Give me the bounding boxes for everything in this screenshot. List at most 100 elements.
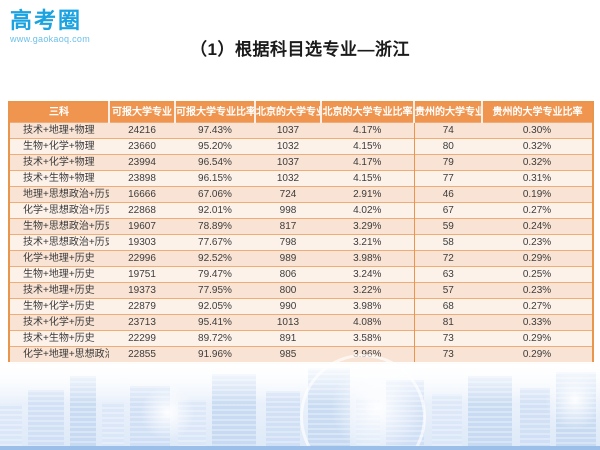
table-cell: 73 — [413, 346, 482, 363]
table-cell: 92.05% — [175, 298, 255, 315]
table-cell: 生物+地理+历史 — [9, 266, 109, 283]
table-cell: 19373 — [109, 282, 175, 299]
table-cell: 化学+地理+历史 — [9, 250, 109, 267]
table-row: 技术+化学+历史 23713 95.41% 1013 4.08% 81 0.33% — [9, 314, 593, 331]
table-cell: 技术+生物+物理 — [9, 170, 109, 187]
table-cell: 95.41% — [175, 314, 255, 331]
table-row: 化学+地理+思想政治 22855 91.96% 985 3.96% 73 0.29% — [9, 346, 593, 363]
table-cell: 77.67% — [175, 234, 255, 251]
table-cell: 地理+思想政治+历史 — [9, 186, 109, 203]
table-cell: 3.21% — [321, 234, 414, 251]
table-cell: 23898 — [109, 170, 175, 187]
table-cell: 4.17% — [321, 122, 414, 139]
table-row: 技术+思想政治+历史 19303 77.67% 798 3.21% 58 0.23% — [9, 234, 593, 251]
table-cell: 4.15% — [321, 170, 414, 187]
table-cell: 77 — [413, 170, 482, 187]
table-cell: 22299 — [109, 330, 175, 347]
logo-url: www.gaokaoq.com — [10, 34, 91, 45]
table-cell: 0.32% — [482, 138, 593, 155]
table-cell: 16666 — [109, 186, 175, 203]
table-cell: 生物+思想政治+历史 — [9, 218, 109, 235]
table-cell: 3.22% — [321, 282, 414, 299]
table-row: 地理+思想政治+历史 16666 67.06% 724 2.91% 46 0.19% — [9, 186, 593, 203]
table-body: 技术+地理+物理 24216 97.43% 1037 4.17% 74 0.30% 生物+化学… — [9, 122, 593, 363]
table-cell: 技术+化学+历史 — [9, 314, 109, 331]
table-cell: 3.24% — [321, 266, 414, 283]
table-cell: 0.29% — [482, 346, 593, 363]
column-header-guizhou-ratio: 贵州的大学专业比率 — [481, 102, 593, 123]
table-cell: 67 — [413, 202, 482, 219]
table-cell: 0.23% — [482, 282, 593, 299]
table-cell: 1032 — [255, 170, 321, 187]
table-cell: 91.96% — [175, 346, 255, 363]
table-cell: 0.27% — [482, 202, 593, 219]
table-cell: 0.30% — [482, 122, 593, 139]
page-title: （1）根据科目选专业—浙江 — [190, 40, 410, 59]
table-cell: 806 — [255, 266, 321, 283]
table-row: 技术+地理+物理 24216 97.43% 1037 4.17% 74 0.30% — [9, 122, 593, 139]
table-cell: 4.15% — [321, 138, 414, 155]
table-cell: 23713 — [109, 314, 175, 331]
table-cell: 79 — [413, 154, 482, 171]
table-cell: 0.31% — [482, 170, 593, 187]
column-header-beijing: 北京的大学专业 — [254, 102, 321, 123]
table-cell: 19607 — [109, 218, 175, 235]
table-cell: 89.72% — [175, 330, 255, 347]
table-cell: 生物+化学+历史 — [9, 298, 109, 315]
table-row: 生物+地理+历史 19751 79.47% 806 3.24% 63 0.25% — [9, 266, 593, 283]
table-cell: 技术+思想政治+历史 — [9, 234, 109, 251]
table-cell: 22868 — [109, 202, 175, 219]
table-row: 技术+化学+物理 23994 96.54% 1037 4.17% 79 0.32% — [9, 154, 593, 171]
table-cell: 59 — [413, 218, 482, 235]
table-cell: 73 — [413, 330, 482, 347]
table-cell: 19751 — [109, 266, 175, 283]
table-cell: 97.43% — [175, 122, 255, 139]
table-cell: 57 — [413, 282, 482, 299]
table-cell: 92.52% — [175, 250, 255, 267]
table-cell: 0.33% — [482, 314, 593, 331]
subject-selection-table: 三科 可报大学专业 可报大学专业比率 北京的大学专业 北京的大学专业比率 贵州的… — [8, 101, 594, 364]
table-cell: 1013 — [255, 314, 321, 331]
table-cell: 22996 — [109, 250, 175, 267]
table-cell: 3.98% — [321, 298, 414, 315]
table-cell: 817 — [255, 218, 321, 235]
table-row: 技术+地理+历史 19373 77.95% 800 3.22% 57 0.23% — [9, 282, 593, 299]
table-cell: 化学+地理+思想政治 — [9, 346, 109, 363]
table-cell: 58 — [413, 234, 482, 251]
table-cell: 化学+思想政治+历史 — [9, 202, 109, 219]
table-row: 化学+思想政治+历史 22868 92.01% 998 4.02% 67 0.27% — [9, 202, 593, 219]
table-cell: 22855 — [109, 346, 175, 363]
table-cell: 96.15% — [175, 170, 255, 187]
table-row: 生物+思想政治+历史 19607 78.89% 817 3.29% 59 0.24% — [9, 218, 593, 235]
table-cell: 3.98% — [321, 250, 414, 267]
table-cell: 81 — [413, 314, 482, 331]
table-cell: 0.32% — [482, 154, 593, 171]
table-cell: 0.23% — [482, 234, 593, 251]
table-cell: 24216 — [109, 122, 175, 139]
table-cell: 96.54% — [175, 154, 255, 171]
table-row: 化学+地理+历史 22996 92.52% 989 3.98% 72 0.29% — [9, 250, 593, 267]
table-cell: 0.29% — [482, 250, 593, 267]
table-cell: 63 — [413, 266, 482, 283]
column-header-guizhou: 贵州的大学专业 — [413, 102, 482, 123]
table-cell: 800 — [255, 282, 321, 299]
table-cell: 80 — [413, 138, 482, 155]
table-row: 生物+化学+历史 22879 92.05% 990 3.98% 68 0.27% — [9, 298, 593, 315]
table-row: 技术+生物+物理 23898 96.15% 1032 4.15% 77 0.31% — [9, 170, 593, 187]
table-cell: 生物+化学+物理 — [9, 138, 109, 155]
table-cell: 19303 — [109, 234, 175, 251]
table-cell: 985 — [255, 346, 321, 363]
table-cell: 68 — [413, 298, 482, 315]
table-cell: 23660 — [109, 138, 175, 155]
logo: 高考圈 www.gaokaoq.com — [10, 9, 90, 44]
table-cell: 1037 — [255, 122, 321, 139]
table-cell: 4.08% — [321, 314, 414, 331]
table-cell: 891 — [255, 330, 321, 347]
skyline-fade — [0, 362, 600, 404]
column-header-majors: 可报大学专业 — [108, 102, 175, 123]
table-cell: 22879 — [109, 298, 175, 315]
table-cell: 技术+生物+历史 — [9, 330, 109, 347]
table-cell: 1032 — [255, 138, 321, 155]
table-cell: 技术+地理+物理 — [9, 122, 109, 139]
